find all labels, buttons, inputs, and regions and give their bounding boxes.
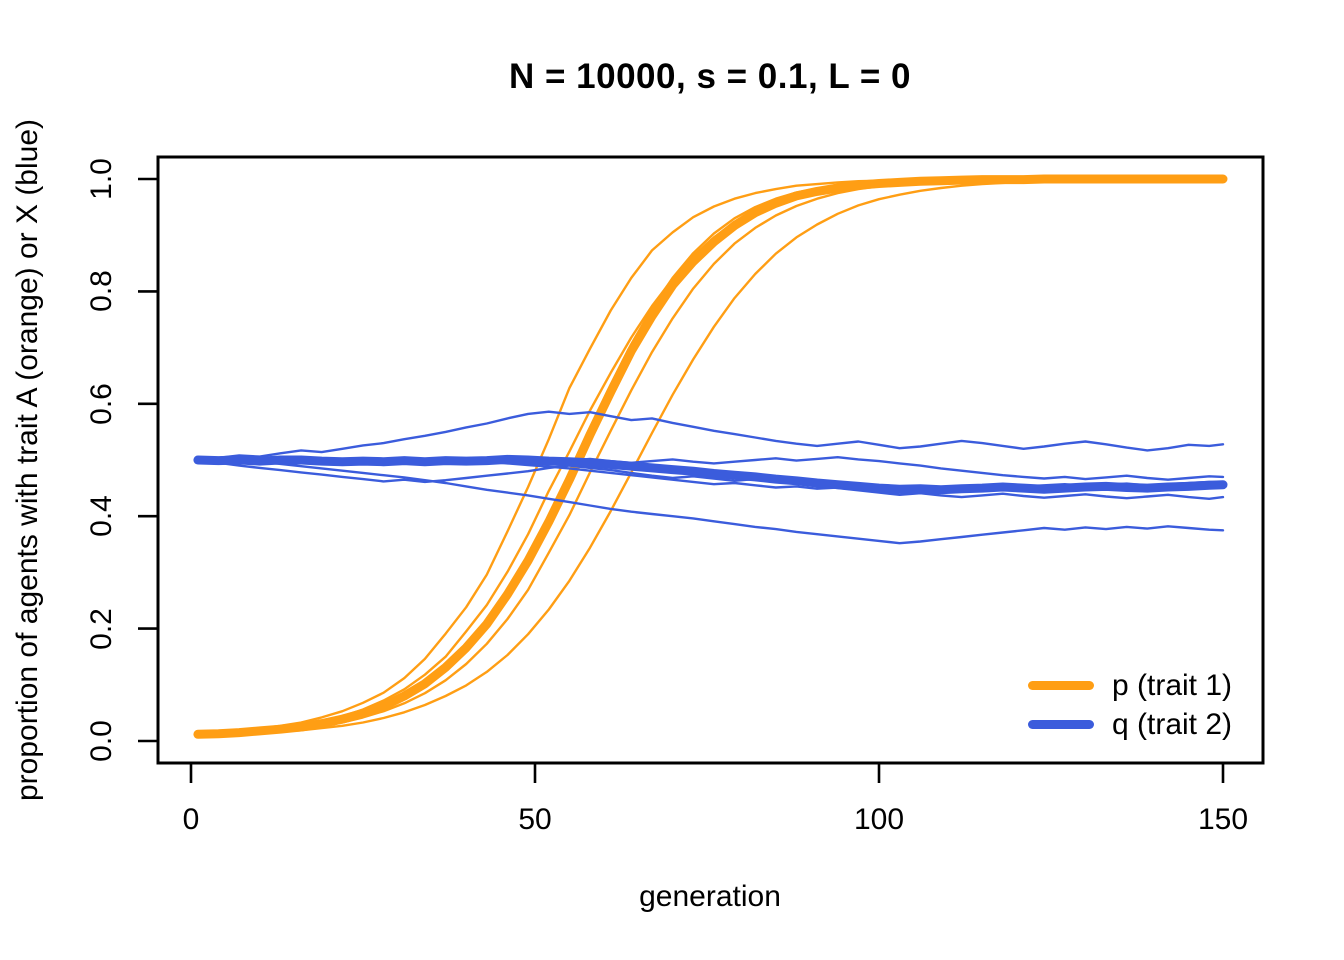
series-line-q-mean xyxy=(193,454,1228,495)
legend-label-q: q (trait 2) xyxy=(1112,708,1233,741)
series-lines xyxy=(193,174,1228,739)
series-line-q-run-3 xyxy=(196,458,1225,500)
legend-entry-q: q (trait 2) xyxy=(1028,705,1232,744)
x-tick-label: 100 xyxy=(853,803,905,836)
y-tick-label: 0.4 xyxy=(85,495,118,538)
series-line-p-run-5 xyxy=(196,177,1225,736)
series-line-p-run-2 xyxy=(196,177,1225,736)
series-line-p-run-4 xyxy=(196,177,1225,736)
series-line-p-run-3 xyxy=(196,177,1225,736)
axis-ticks xyxy=(138,177,1225,783)
y-tick-label: 0.8 xyxy=(85,270,118,313)
legend: p (trait 1) q (trait 2) xyxy=(1028,666,1232,744)
series-line-p-mean xyxy=(193,174,1228,739)
plot-border xyxy=(156,155,1265,765)
x-axis-title: generation xyxy=(639,880,781,913)
y-tick-label: 0.6 xyxy=(85,382,118,425)
x-tick-label: 0 xyxy=(182,803,200,836)
x-tick-label: 150 xyxy=(1197,803,1249,836)
y-axis-title: proportion of agents with trait A (orang… xyxy=(11,118,44,802)
series-line-q-run-1 xyxy=(196,410,1225,462)
y-tick-label: 0.0 xyxy=(85,720,118,762)
y-tick-label: 0.2 xyxy=(85,607,118,650)
legend-line-swatch-p xyxy=(1028,681,1094,690)
y-tick-label: 1.0 xyxy=(85,158,118,200)
series-line-p-run-1 xyxy=(196,177,1225,735)
legend-entry-p: p (trait 1) xyxy=(1028,666,1232,705)
legend-label-p: p (trait 1) xyxy=(1112,669,1233,702)
x-tick-label: 50 xyxy=(518,803,552,836)
legend-line-swatch-q xyxy=(1028,720,1094,729)
chart-title: N = 10000, s = 0.1, L = 0 xyxy=(509,57,911,96)
series-line-q-run-4 xyxy=(196,458,1225,545)
